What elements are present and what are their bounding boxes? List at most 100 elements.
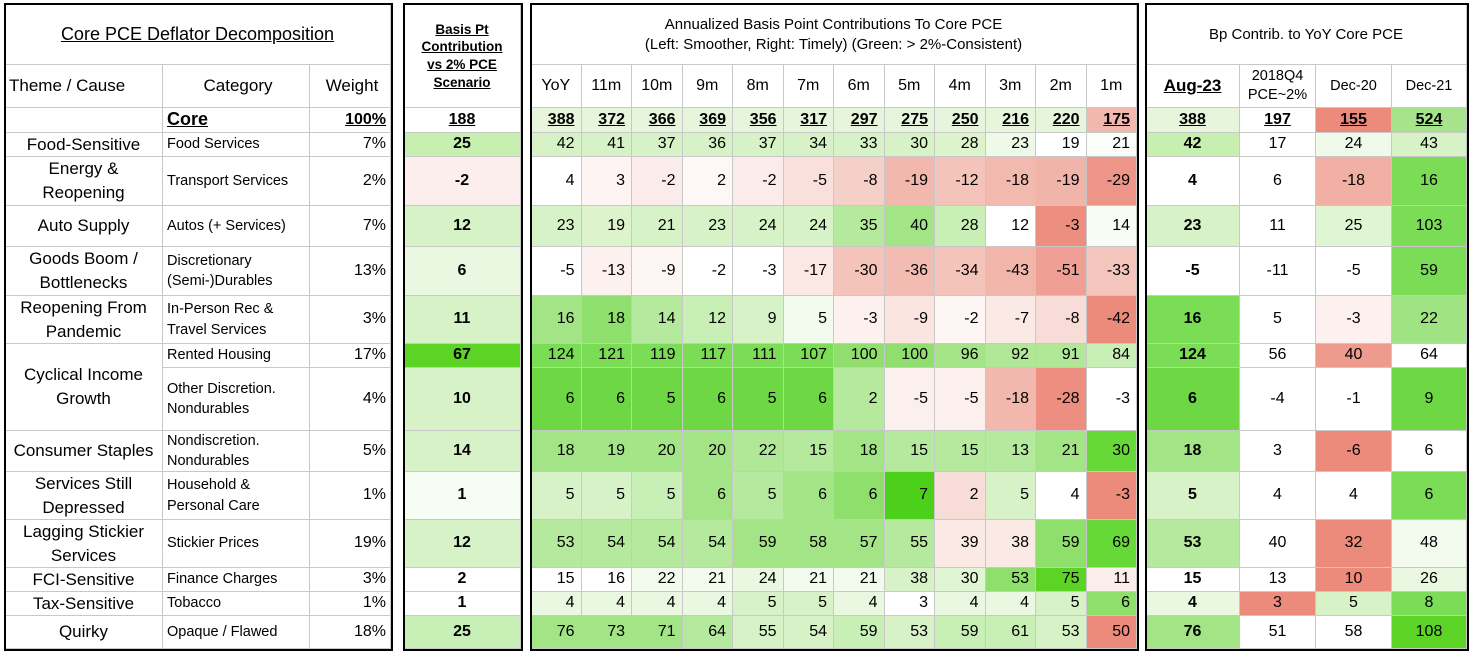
yoy-value: 108: [1392, 616, 1467, 649]
yoy-value: -4: [1240, 368, 1316, 431]
weight: 4%: [310, 368, 391, 431]
category: Stickier Prices: [163, 520, 310, 568]
yoy-value: -6: [1316, 431, 1392, 472]
annualized-value: 3: [884, 592, 935, 616]
annualized-value: 53: [531, 520, 582, 568]
annualized-value: 28: [935, 133, 986, 157]
annualized-value: 61: [985, 616, 1036, 649]
annualized-value: -2: [632, 157, 683, 206]
weight: 5%: [310, 431, 391, 472]
basis-value: 1: [404, 472, 521, 520]
annualized-value: 37: [632, 133, 683, 157]
annualized-value: 59: [733, 520, 784, 568]
category: Discretionary (Semi-)Durables: [163, 247, 310, 296]
yoy-value: 9: [1392, 368, 1467, 431]
annualized-value: 21: [834, 568, 885, 592]
yoy-value: 524: [1392, 108, 1467, 133]
annualized-value: -5: [783, 157, 834, 206]
annualized-value: 75: [1036, 568, 1087, 592]
annualized-value: -2: [733, 157, 784, 206]
annualized-value: 4: [581, 592, 632, 616]
annualized-value: 84: [1086, 344, 1137, 368]
yoy-value: 16: [1146, 296, 1240, 344]
weight: 18%: [310, 616, 391, 649]
annualized-value: 22: [733, 431, 784, 472]
annualized-value: 107: [783, 344, 834, 368]
annualized-value: 19: [581, 206, 632, 247]
annualized-value: 40: [884, 206, 935, 247]
table-title: Core PCE Deflator Decomposition: [5, 5, 391, 65]
annualized-value: 58: [783, 520, 834, 568]
annualized-value: 15: [783, 431, 834, 472]
yoy-value: 124: [1146, 344, 1240, 368]
annualized-value: 19: [581, 431, 632, 472]
annualized-value: 6: [682, 368, 733, 431]
basis-value: 25: [404, 616, 521, 649]
category: Transport Services: [163, 157, 310, 206]
yoy-value: 4: [1146, 157, 1240, 206]
annualized-value: 54: [682, 520, 733, 568]
annualized-value: 37: [733, 133, 784, 157]
annualized-value: -12: [935, 157, 986, 206]
annualized-value: -8: [834, 157, 885, 206]
column-header: 2018Q4 PCE~2%: [1240, 65, 1316, 108]
annualized-value: 6: [834, 472, 885, 520]
basis-value: 11: [404, 296, 521, 344]
yoy-value: 4: [1240, 472, 1316, 520]
annualized-value: 297: [834, 108, 885, 133]
column-header: Aug-23: [1146, 65, 1240, 108]
yoy-value: 3: [1240, 592, 1316, 616]
annualized-value: 5: [632, 368, 683, 431]
annualized-value: 220: [1036, 108, 1087, 133]
annualized-value: 19: [1036, 133, 1087, 157]
column-header: 6m: [834, 65, 885, 108]
yoy-value: 42: [1146, 133, 1240, 157]
annualized-value: 42: [531, 133, 582, 157]
theme: Cyclical Income Growth: [5, 344, 163, 431]
annualized-value: 71: [632, 616, 683, 649]
theme: Food-Sensitive: [5, 133, 163, 157]
annualized-value: 20: [632, 431, 683, 472]
weight: 19%: [310, 520, 391, 568]
basis-value: 2: [404, 568, 521, 592]
yoy-value: 59: [1392, 247, 1467, 296]
yoy-value: 76: [1146, 616, 1240, 649]
annualized-value: 21: [682, 568, 733, 592]
yoy-value: 40: [1240, 520, 1316, 568]
yoy-value: 18: [1146, 431, 1240, 472]
annualized-value: 28: [935, 206, 986, 247]
basis-value: 188: [404, 108, 521, 133]
yoy-value: 64: [1392, 344, 1467, 368]
basis-value: 25: [404, 133, 521, 157]
annualized-value: 4: [531, 592, 582, 616]
annualized-value: 55: [733, 616, 784, 649]
annualized-value: 96: [935, 344, 986, 368]
annualized-value: 356: [733, 108, 784, 133]
annualized-value: 54: [783, 616, 834, 649]
annualized-value: -18: [985, 368, 1036, 431]
annualized-value: 15: [884, 431, 935, 472]
theme: Tax-Sensitive: [5, 592, 163, 616]
annualized-value: 4: [531, 157, 582, 206]
annualized-value: 54: [581, 520, 632, 568]
annualized-value: -3: [834, 296, 885, 344]
annualized-value: 23: [682, 206, 733, 247]
annualized-value: 20: [682, 431, 733, 472]
yoy-value: 11: [1240, 206, 1316, 247]
annualized-value: -9: [884, 296, 935, 344]
annualized-value: -5: [531, 247, 582, 296]
category: Other Discretion. Nondurables: [163, 368, 310, 431]
annualized-value: 117: [682, 344, 733, 368]
annualized-value: -13: [581, 247, 632, 296]
annualized-value: 5: [783, 296, 834, 344]
yoy-value: 58: [1316, 616, 1392, 649]
annualized-value: -19: [884, 157, 935, 206]
annualized-value: 69: [1086, 520, 1137, 568]
annualized-value: 55: [884, 520, 935, 568]
column-header: 11m: [581, 65, 632, 108]
theme: Reopening From Pandemic: [5, 296, 163, 344]
weight: 1%: [310, 472, 391, 520]
annualized-value: 11: [1086, 568, 1137, 592]
annualized-value: 124: [531, 344, 582, 368]
